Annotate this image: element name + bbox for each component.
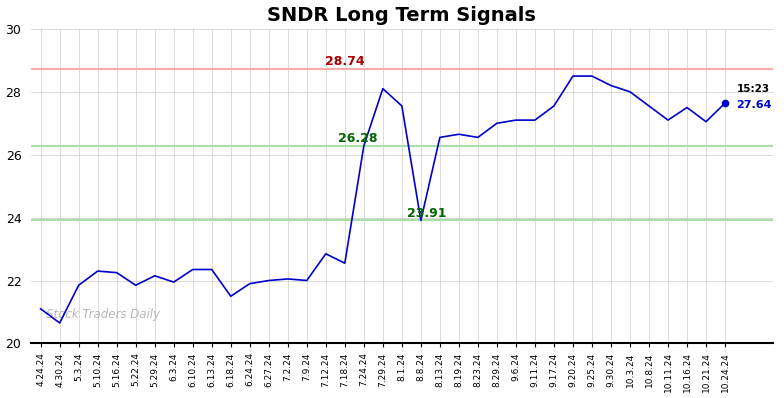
Title: SNDR Long Term Signals: SNDR Long Term Signals (267, 6, 536, 25)
Text: 28.74: 28.74 (325, 55, 365, 68)
Text: 15:23: 15:23 (736, 84, 770, 94)
Text: 27.64: 27.64 (736, 100, 772, 110)
Text: Stock Traders Daily: Stock Traders Daily (46, 308, 160, 322)
Point (719, 100, 731, 106)
Text: 26.28: 26.28 (339, 132, 378, 145)
Text: 23.91: 23.91 (407, 207, 446, 220)
